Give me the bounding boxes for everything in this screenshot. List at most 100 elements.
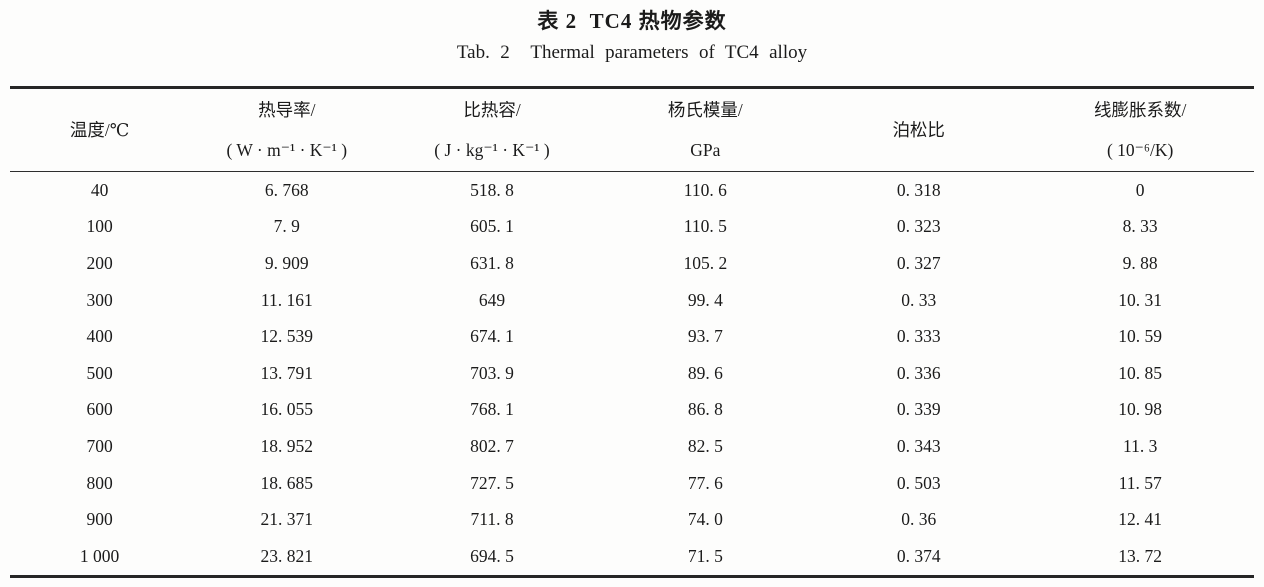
cell: 8. 33 [1122,216,1158,237]
table-row: 400 12. 539 674. 1 93. 7 0. 333 10. 59 [10,318,1254,355]
column-header-line1: 比热容/ [463,100,521,120]
column-header-4: 杨氏模量/GPa [600,88,811,172]
table-row: 900 21. 371 711. 8 74. 0 0. 36 12. 41 [10,501,1254,538]
table-row: 300 11. 161 649 99. 4 0. 33 10. 31 [10,282,1254,319]
table-row: 600 16. 055 768. 1 86. 8 0. 339 10. 98 [10,392,1254,429]
cell: 631. 8 [470,252,514,273]
cell: 21. 371 [260,509,314,530]
cell: 0. 36 [901,509,937,530]
cell: 0. 327 [896,252,941,273]
column-header-line1: 热导率/ [258,100,316,120]
column-header-line2: ( J · kg⁻¹ · K⁻¹ ) [434,140,550,160]
cell: 12. 539 [260,326,314,347]
cell: 105. 2 [683,252,728,273]
column-header-line2: ( 10⁻⁶/K) [1106,140,1174,160]
cell: 0. 323 [896,216,941,237]
table-container: 温度/℃ 热导率/ ( W · m⁻¹ · K⁻¹ ) 比热容/ ( J · kg⁻¹ … [10,86,1254,578]
cell: 600 [86,399,113,420]
cell: 110. 6 [683,179,727,200]
table-row: 40 6. 768 518. 8 110. 6 0. 318 0 [10,172,1254,209]
cell: 200 [86,252,113,273]
table-caption-zh: 表 2 TC4 热物参数 [537,9,727,33]
column-header-line1: 温度/℃ [69,120,130,140]
cell: 0 [1135,179,1145,200]
cell: 727. 5 [470,472,514,493]
cell: 77. 6 [687,472,723,493]
cell: 23. 821 [260,545,314,566]
table-caption-en: Tab. 2 Thermal parameters of TC4 alloy [456,42,808,63]
cell: 100 [86,216,113,237]
cell: 694. 5 [470,545,514,566]
cell: 18. 685 [260,472,314,493]
cell: 40 [90,179,109,200]
cell: 0. 333 [896,326,941,347]
cell: 0. 343 [896,435,941,456]
cell: 10. 98 [1118,399,1163,420]
cell: 674. 1 [470,326,514,347]
cell: 0. 318 [896,179,941,200]
cell: 18. 952 [260,435,314,456]
cell: 400 [86,326,113,347]
cell: 16. 055 [260,399,314,420]
cell: 649 [478,289,506,310]
cell: 768. 1 [470,399,514,420]
cell: 6. 768 [264,179,309,200]
column-header-1: 温度/℃ [10,88,189,172]
cell: 86. 8 [687,399,723,420]
column-header-line1: 线膨胀系数/ [1093,100,1187,120]
cell: 9. 909 [264,252,309,273]
cell: 800 [86,472,113,493]
cell: 0. 503 [896,472,941,493]
cell: 1 000 [79,545,120,566]
cell: 93. 7 [687,326,723,347]
cell: 802. 7 [470,435,514,456]
cell: 82. 5 [687,435,723,456]
table-row: 500 13. 791 703. 9 89. 6 0. 336 10. 85 [10,355,1254,392]
cell: 12. 41 [1118,509,1163,530]
cell: 700 [86,435,113,456]
cell: 605. 1 [470,216,514,237]
cell: 13. 791 [260,362,314,383]
cell: 11. 3 [1122,435,1158,456]
cell: 110. 5 [683,216,727,237]
cell: 0. 336 [896,362,941,383]
table-header: 温度/℃ 热导率/ ( W · m⁻¹ · K⁻¹ ) 比热容/ ( J · kg⁻¹ … [10,88,1254,172]
header-row: 温度/℃ 热导率/ ( W · m⁻¹ · K⁻¹ ) 比热容/ ( J · kg⁻¹ … [10,88,1254,172]
column-header-line1: 泊松比 [892,120,945,140]
cell: 13. 72 [1118,545,1163,566]
cell: 99. 4 [687,289,723,310]
column-header-line2: GPa [690,140,721,160]
table-row: 100 7. 9 605. 1 110. 5 0. 323 8. 33 [10,209,1254,246]
table-body: 40 6. 768 518. 8 110. 6 0. 318 0 100 7. 9 605. 1… [10,172,1254,577]
cell: 71. 5 [687,545,723,566]
cell: 518. 8 [470,179,514,200]
cell: 10. 85 [1118,362,1163,383]
cell: 7. 9 [273,216,300,237]
column-header-6: 线膨胀系数/ ( 10⁻⁶/K) [1026,88,1254,172]
table-row: 700 18. 952 802. 7 82. 5 0. 343 11. 3 [10,428,1254,465]
column-header-line2: ( W · m⁻¹ · K⁻¹ ) [226,140,348,160]
cell: 900 [86,509,113,530]
cell: 0. 33 [901,289,937,310]
cell: 9. 88 [1122,252,1158,273]
column-header-3: 比热容/ ( J · kg⁻¹ · K⁻¹ ) [384,88,599,172]
cell: 0. 374 [896,545,941,566]
cell: 10. 31 [1118,289,1163,310]
cell: 11. 161 [260,289,313,310]
thermal-parameters-table: 温度/℃ 热导率/ ( W · m⁻¹ · K⁻¹ ) 比热容/ ( J · kg⁻¹ … [10,86,1254,578]
table-captions: 表 2 TC4 热物参数 Tab. 2 Thermal parameters o… [0,0,1264,67]
cell: 0. 339 [896,399,941,420]
table-row: 800 18. 685 727. 5 77. 6 0. 503 11. 57 [10,465,1254,502]
cell: 11. 57 [1118,472,1162,493]
column-header-2: 热导率/ ( W · m⁻¹ · K⁻¹ ) [189,88,384,172]
cell: 711. 8 [470,509,514,530]
cell: 300 [86,289,113,310]
cell: 500 [86,362,113,383]
cell: 74. 0 [687,509,723,530]
column-header-line1: 杨氏模量/ [667,100,743,120]
cell: 89. 6 [687,362,723,383]
cell: 10. 59 [1118,326,1163,347]
table-row: 1 000 23. 821 694. 5 71. 5 0. 374 13. 72 [10,538,1254,576]
table-row: 200 9. 909 631. 8 105. 2 0. 327 9. 88 [10,245,1254,282]
